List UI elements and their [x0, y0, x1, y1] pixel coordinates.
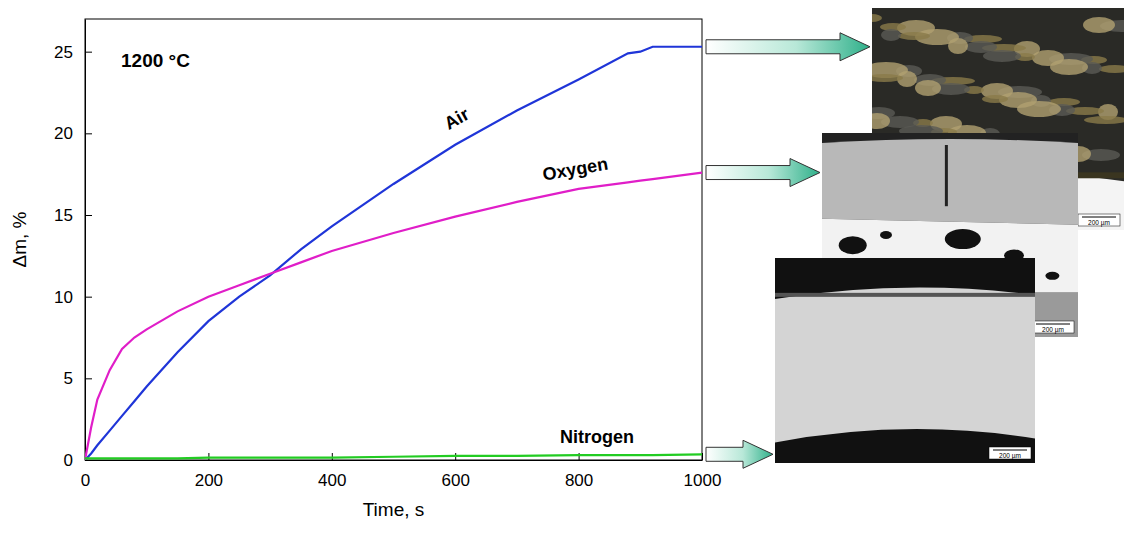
y-tick-label: 20 [54, 124, 73, 143]
micro-texture [915, 80, 941, 96]
x-axis: 0 200 400 600 800 1000 [81, 453, 722, 490]
micro-metal [775, 288, 1035, 443]
y-tick-mark [85, 460, 92, 461]
scale-bar-label: 200 µm [1042, 326, 1064, 334]
scale-bar [1036, 324, 1070, 325]
y-axis-title: Δm, % [9, 211, 30, 267]
scale-bar-box [989, 447, 1031, 459]
micrograph [775, 258, 1035, 463]
lines [85, 47, 702, 460]
scale-bar [1082, 217, 1116, 218]
micro-texture [982, 95, 1008, 103]
micro-texture [1084, 116, 1124, 124]
y-tick: 15 [54, 206, 92, 225]
x-tick-label: 1000 [684, 471, 722, 490]
y-tick-mark [85, 133, 92, 134]
micro-pore [839, 236, 867, 254]
micro-texture [1099, 65, 1124, 73]
micro-layer [775, 293, 1035, 297]
y-axis-line [85, 20, 86, 461]
series-line [85, 173, 702, 460]
arrow [706, 159, 820, 187]
series-label: Oxygen [541, 154, 609, 185]
series-label: Nitrogen [560, 427, 634, 447]
micro-pore [1045, 272, 1059, 280]
micro-crack [945, 145, 948, 206]
micro-texture [983, 50, 1021, 62]
micro-texture [872, 113, 890, 129]
scale-bar-label: 200 µm [999, 452, 1021, 460]
micro-texture [881, 29, 901, 41]
x-tick-mark [702, 453, 703, 460]
micro-texture [948, 38, 968, 54]
y-axis: 0 5 10 15 20 25 [54, 20, 92, 470]
micro-texture [898, 32, 930, 40]
annotation: 1200 °C [121, 50, 190, 71]
chart: 0 200 400 600 800 1000 0 5 10 15 20 25 Time, s Δm, % 1… [0, 0, 1130, 536]
x-tick-label: 600 [442, 471, 470, 490]
y-tick-label: 25 [54, 43, 73, 62]
micro-pore [945, 229, 981, 249]
micro-texture [1083, 17, 1115, 33]
y-tick-label: 0 [64, 451, 73, 470]
x-axis-line [86, 460, 703, 461]
scale-bar-box [1078, 214, 1120, 226]
micro-pore [880, 231, 892, 239]
micro-texture [1050, 59, 1088, 75]
x-tick: 800 [565, 453, 593, 490]
x-tick: 600 [442, 453, 470, 490]
x-tick-label: 400 [318, 471, 346, 490]
micro-ground [775, 258, 1035, 463]
y-tick: 5 [64, 369, 92, 388]
x-axis-title: Time, s [363, 499, 425, 520]
y-tick-label: 15 [54, 206, 73, 225]
y-tick-mark [85, 378, 92, 379]
series-label: Air [441, 104, 473, 134]
y-tick: 0 [64, 451, 92, 470]
scale-bar-label: 200 µm [1088, 219, 1110, 227]
y-tick-label: 5 [64, 369, 73, 388]
micro-oxide [822, 139, 1078, 225]
micro-texture [872, 14, 882, 22]
arrow [706, 33, 870, 61]
micro-texture [1017, 101, 1061, 117]
scale-bar [993, 450, 1027, 451]
y-tick-mark [85, 297, 92, 298]
series-line [85, 454, 702, 458]
series-line [85, 47, 702, 460]
scale-bar-box [1032, 321, 1074, 333]
x-tick-label: 800 [565, 471, 593, 490]
y-tick-mark [85, 52, 92, 53]
y-tick: 20 [54, 124, 92, 143]
micro-texture [872, 74, 903, 82]
y-tick: 10 [54, 288, 92, 307]
x-tick-label: 0 [81, 471, 90, 490]
plot-frame [85, 19, 702, 460]
y-tick-label: 10 [54, 288, 73, 307]
arrow [706, 440, 773, 468]
y-tick-mark [85, 215, 92, 216]
y-tick: 25 [54, 43, 92, 62]
x-tick-label: 200 [195, 471, 223, 490]
